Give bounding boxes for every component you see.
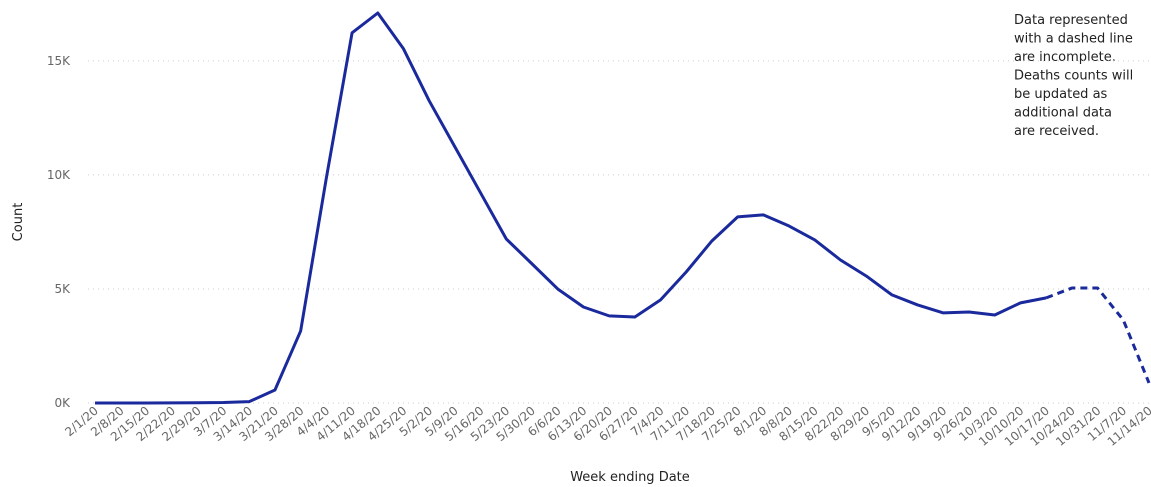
annotation-line: be updated as [1014, 87, 1108, 102]
annotation-line: are received. [1014, 124, 1099, 139]
y-axis-title: Count [11, 203, 26, 242]
annotation-line: with a dashed line [1014, 32, 1133, 47]
line-dashed [1045, 286, 1151, 384]
annotation-line: Deaths counts will [1014, 69, 1133, 84]
y-tick-label: 10K [47, 168, 71, 182]
line [95, 11, 1047, 405]
y-tick-label: 15K [47, 54, 71, 68]
y-tick-label: 0K [54, 396, 71, 410]
annotation-line: Data represented [1014, 13, 1128, 28]
y-tick-label: 5K [54, 282, 71, 296]
annotation: Data represented with a dashed line are in… [1014, 13, 1133, 139]
annotation-line: are incomplete. [1014, 50, 1116, 65]
x-axis-title: Week ending Date [570, 470, 690, 485]
annotation-line: additional data [1014, 106, 1112, 121]
